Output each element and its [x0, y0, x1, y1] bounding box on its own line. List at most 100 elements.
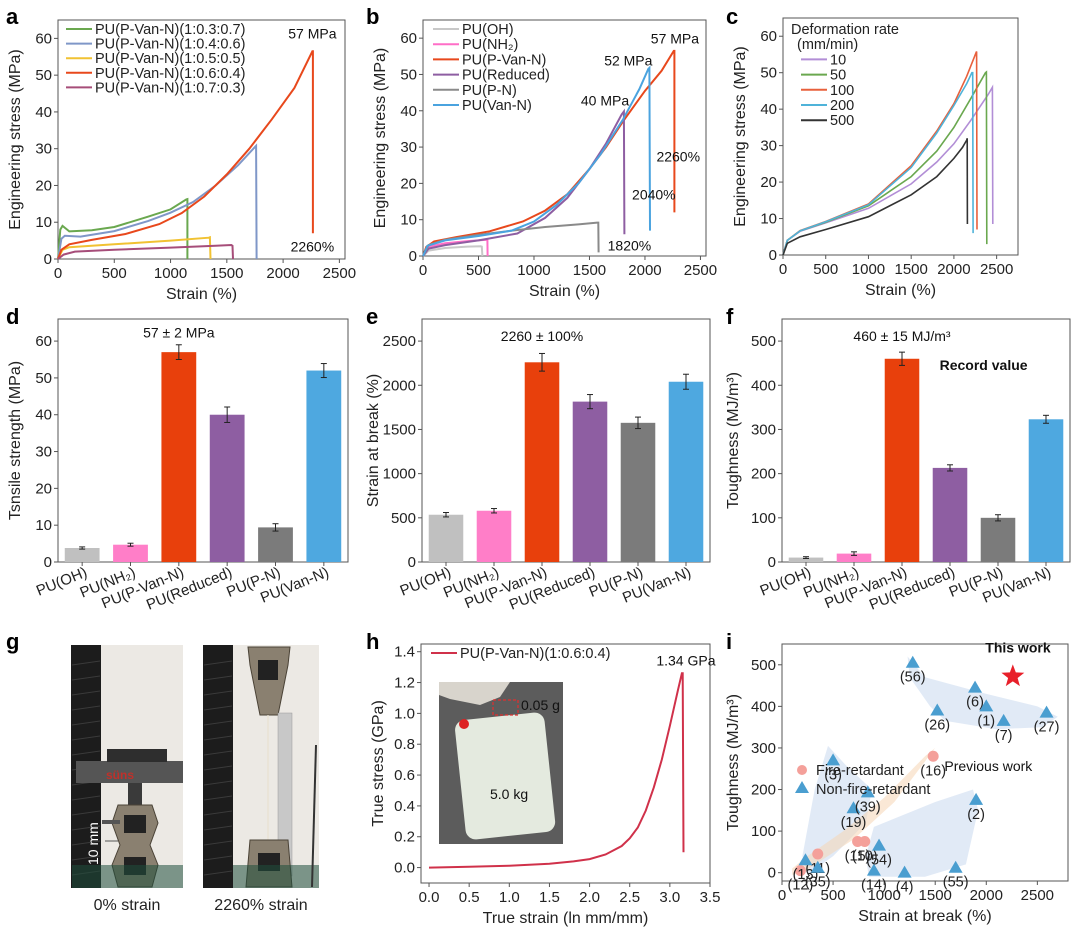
legend-label: Fire-retardant [816, 763, 904, 779]
bar-pu-reduced- [932, 467, 968, 562]
y-tick-label: 10 [35, 214, 52, 231]
annotation: 1.34 GPa [656, 653, 715, 669]
panel-label-f: f [726, 304, 734, 329]
scale-label: 10 mm [85, 822, 101, 865]
data-point-non-fire-retardant [866, 863, 881, 876]
x-axis-label: Strain at break (%) [858, 908, 991, 925]
y-tick-label: 400 [751, 377, 776, 394]
series-line-10 [782, 84, 994, 256]
bar-pu-nh- [113, 544, 148, 562]
data-point-this-work-star [1001, 664, 1025, 687]
group-region-left [802, 745, 872, 875]
bar-pu-reduced- [209, 414, 245, 562]
y-tick-label: 20 [35, 177, 52, 194]
point-ref-label: (14) [861, 878, 887, 894]
annotation: 57 MPa [651, 31, 699, 47]
y-tick-label: 0 [44, 251, 52, 268]
panel-label-a: a [6, 4, 19, 29]
annotation: 460 ± 15 MJ/m³ [853, 328, 950, 344]
data-point-non-fire-retardant [872, 838, 887, 851]
x-tick-label: 1.5 [539, 889, 560, 906]
series-line-100 [782, 51, 978, 256]
plot-frame [57, 19, 346, 260]
x-tick-label: 1500 [210, 265, 243, 282]
x-tick-label: 2.5 [619, 889, 640, 906]
legend-label: 10 [830, 52, 846, 68]
y-tick-label: 50 [35, 370, 52, 387]
y-tick-label: 1.0 [394, 705, 415, 722]
y-tick-label: 500 [391, 510, 416, 527]
legend-label: PU(P-Van-N)(1:0.6:0.4) [460, 646, 610, 662]
point-ref-label: (4) [896, 880, 914, 896]
data-point-non-fire-retardant [860, 785, 875, 798]
jerrycan-body [455, 712, 556, 840]
panel-label-e: e [366, 304, 378, 329]
series-line-pu-p-van-n-1-0-6-0-4- [428, 672, 685, 869]
x-tick-label: 1000 [852, 261, 885, 278]
annotation: 2260% [291, 239, 335, 255]
chart-i-svg: i 0 500 1000 1500 2000 2500 0 100 200 300 400 500 Str… [725, 629, 1069, 925]
annotation: 57 MPa [288, 25, 336, 41]
data-point-non-fire-retardant [969, 792, 984, 805]
x-axis-label: Strain (%) [865, 282, 936, 299]
highlight-box [492, 699, 519, 716]
y-tick-label: 20 [400, 175, 417, 192]
point-ref-label: (26) [924, 718, 950, 734]
point-ref-label: (7) [995, 728, 1013, 744]
plot-frame [782, 17, 1019, 256]
y-tick-label: 100 [751, 510, 776, 527]
x-tick-label: 1000 [517, 262, 550, 279]
y-tick-label: 200 [751, 466, 776, 483]
point-ref-label: (39) [855, 799, 881, 815]
y-tick-label: 10 [400, 212, 417, 229]
y-tick-label: 2500 [383, 333, 416, 350]
series-line-pu-p-van-n-1-0-4-0-6- [57, 143, 258, 260]
x-tick-label: 1.0 [499, 889, 520, 906]
x-tick-label: 0 [778, 887, 786, 904]
series-line-pu-oh- [422, 245, 484, 257]
x-tick-label: 2500 [980, 261, 1013, 278]
bar-pu-p-van-n- [884, 358, 920, 562]
legend-label: 500 [830, 113, 854, 129]
point-ref-label: (6) [966, 695, 984, 711]
x-tick-label: 0 [54, 265, 62, 282]
y-tick-label: 60 [35, 30, 52, 47]
plot-frame [57, 318, 349, 563]
y-tick-label: 0 [409, 248, 417, 265]
y-tick-label: 200 [751, 782, 776, 799]
legend-title: (mm/min) [797, 37, 858, 53]
legend-marker-circle [797, 765, 807, 775]
bar-pu-van-n- [668, 381, 704, 562]
x-tick-label: 3.0 [659, 889, 680, 906]
group-region-top [907, 656, 1058, 730]
legend-label: 100 [830, 83, 854, 99]
legend-label: PU(P-Van-N)(1:0.6:0.4) [95, 66, 245, 82]
jerrycan-cap [459, 719, 469, 729]
photo-drawing: g süns 10 mm [6, 629, 319, 888]
y-axis-label: Strain at break (%) [365, 374, 382, 507]
y-axis-label: Toughness (MJ/m³) [725, 694, 742, 831]
y-tick-label: 0.0 [394, 860, 415, 877]
chart-e-svg: e 0 500 1000 1500 2000 2500 Strain at break (%)… [365, 304, 711, 614]
annotation: 2260% [656, 149, 700, 165]
legend-label: PU(Van-N) [462, 98, 532, 114]
series-line-pu-p-van-n-1-0-6-0-4- [57, 50, 314, 260]
annotation: 52 MPa [604, 52, 652, 68]
point-ref-label: (55) [943, 875, 969, 891]
y-axis-label: Engineering stress (MPa) [732, 46, 749, 227]
point-ref-label: (2) [967, 807, 985, 823]
series-line-500 [782, 138, 969, 256]
x-tick-label: 2000 [266, 265, 299, 282]
chart-b-svg: b 0 500 1000 1500 2000 2500 0 10 20 30 40 50 60 Strain… [366, 4, 717, 300]
x-axis-label: Strain (%) [166, 286, 237, 303]
point-ref-label: (1) [977, 713, 995, 729]
point-ref-label: (12) [787, 878, 813, 894]
x-tick-label: 3.5 [700, 889, 721, 906]
plot-frame [422, 19, 707, 257]
data-point-non-fire-retardant [930, 703, 945, 716]
y-tick-label: 1500 [383, 421, 416, 438]
point-ref-label: (19) [841, 815, 867, 831]
panel-label-b: b [366, 4, 379, 29]
panel-b-stress-strain-variants: b 0 500 1000 1500 2000 2500 0 10 20 30 40 50 60 Strain… [360, 0, 720, 300]
annotation: 2260 ± 100% [501, 328, 583, 344]
